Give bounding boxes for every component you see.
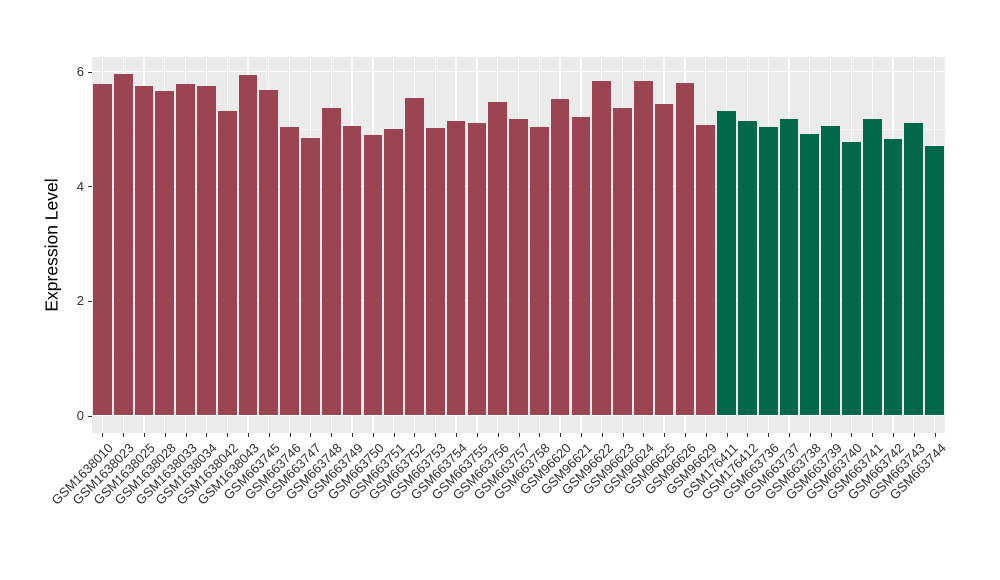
bar-GSM96623 (613, 108, 632, 416)
bar-GSM663746 (280, 127, 299, 416)
bar-GSM663758 (529, 126, 549, 416)
y-tick-label: 0 (76, 408, 84, 423)
x-axis-tick (622, 433, 624, 437)
bar-GSM663756 (488, 102, 508, 416)
x-axis-tick (560, 433, 562, 437)
bar-GSM176412 (737, 120, 757, 416)
x-axis-tick (435, 433, 437, 437)
x-axis-tick (372, 433, 374, 437)
x-axis-tick (684, 433, 686, 437)
x-axis-tick (268, 433, 270, 437)
bar-GSM663750 (363, 135, 383, 416)
bar-GSM663747 (301, 138, 320, 416)
x-axis-tick (331, 433, 333, 437)
x-axis-tick (123, 433, 125, 437)
bar-GSM1638034 (197, 85, 216, 416)
bar-GSM663755 (467, 123, 487, 416)
x-axis-tick (518, 433, 520, 437)
y-axis-tick (88, 300, 92, 302)
bar-GSM663739 (821, 125, 840, 416)
bar-GSM1638025 (134, 85, 154, 416)
x-axis-tick (643, 433, 645, 437)
bar-GSM1638033 (176, 84, 195, 416)
bar-GSM663751 (384, 129, 404, 416)
x-axis-tick (809, 433, 811, 437)
bar-GSM663752 (405, 97, 424, 416)
bar-GSM663742 (883, 139, 903, 416)
bar-GSM96625 (654, 104, 674, 416)
y-axis-tick (88, 186, 92, 188)
x-axis-tick (580, 433, 582, 437)
x-axis-tick (227, 433, 229, 437)
bar-GSM1638023 (113, 73, 133, 416)
x-axis-tick (352, 433, 354, 437)
bar-GSM663754 (446, 120, 466, 416)
bar-GSM1638042 (217, 110, 237, 416)
x-axis-tick (768, 433, 770, 437)
bar-GSM663745 (259, 89, 279, 416)
y-axis-tick (88, 415, 92, 417)
x-axis-tick (830, 433, 832, 437)
bar-GSM1638043 (238, 74, 258, 416)
x-axis-tick (539, 433, 541, 437)
bar-GSM663737 (779, 118, 799, 416)
x-axis-tick (393, 433, 395, 437)
bar-GSM96629 (696, 124, 716, 416)
bar-GSM96624 (633, 81, 653, 416)
x-axis-tick (913, 433, 915, 437)
x-axis-tick (414, 433, 416, 437)
y-tick-label: 4 (76, 178, 84, 194)
x-axis-tick (705, 433, 707, 437)
bar-GSM663749 (342, 125, 362, 416)
bar-GSM663757 (509, 118, 528, 416)
x-axis-tick (476, 433, 478, 437)
bar-GSM663743 (904, 123, 924, 416)
y-tick-label: 6 (76, 64, 84, 80)
bar-GSM663748 (321, 108, 341, 416)
x-axis-tick (185, 433, 187, 437)
y-axis-title: Expression Level (41, 178, 62, 312)
bar-GSM663744 (925, 146, 944, 416)
y-tick-label: 2 (76, 293, 84, 309)
bar-GSM96620 (550, 99, 570, 416)
x-axis-tick (102, 433, 104, 437)
bar-GSM663736 (758, 127, 778, 416)
x-axis-tick (497, 433, 499, 437)
bar-GSM663740 (842, 142, 861, 416)
bar-GSM663741 (862, 118, 882, 416)
bar-GSM1638010 (93, 84, 112, 416)
x-axis-tick (788, 433, 790, 437)
x-axis-tick (726, 433, 728, 437)
x-axis-tick (248, 433, 250, 437)
bar-GSM96621 (571, 116, 591, 416)
bar-GSM663753 (425, 128, 445, 416)
bar-GSM663738 (800, 134, 820, 416)
x-axis-tick (892, 433, 894, 437)
x-axis-tick (851, 433, 853, 437)
y-axis-tick (88, 71, 92, 73)
x-axis-tick (872, 433, 874, 437)
x-axis-tick (456, 433, 458, 437)
bar-GSM96626 (675, 82, 695, 416)
x-axis-tick (310, 433, 312, 437)
plot-panel (92, 57, 945, 433)
x-axis-tick (664, 433, 666, 437)
x-axis-tick (164, 433, 166, 437)
x-axis-tick (289, 433, 291, 437)
bar-GSM176411 (717, 110, 736, 416)
x-axis-tick (144, 433, 145, 437)
x-axis-tick (206, 433, 208, 437)
x-axis-tick (934, 433, 936, 437)
x-axis-tick (601, 433, 603, 437)
x-axis-tick (747, 433, 749, 437)
bar-GSM1638028 (155, 91, 175, 416)
bar-GSM96622 (592, 81, 612, 416)
